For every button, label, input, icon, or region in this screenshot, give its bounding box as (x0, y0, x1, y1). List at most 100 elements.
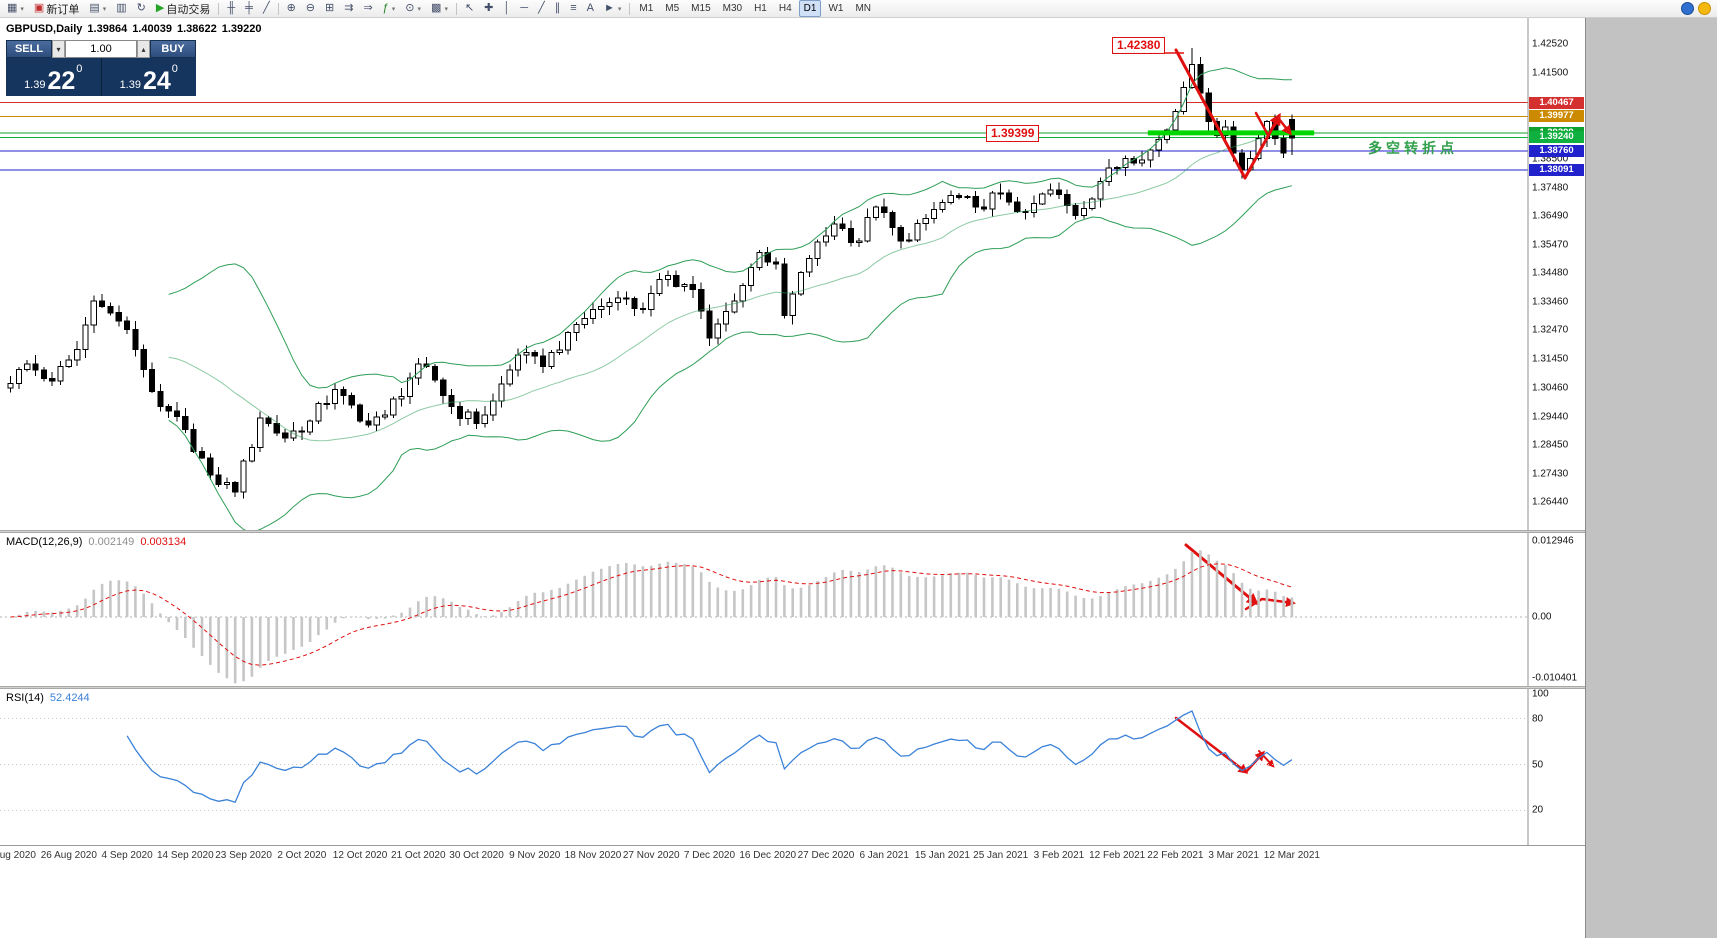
horizontal-line-icon[interactable]: ─ (516, 0, 532, 17)
volume-increase-button[interactable]: ▴ (137, 40, 150, 58)
macd-label: MACD(12,26,9) 0.002149 0.003134 (6, 536, 192, 548)
new-chart-icon[interactable]: ▦ ▾ (3, 0, 28, 17)
autotrading-button-label: 自动交易 (166, 3, 211, 16)
templates-icon: ▩ (431, 2, 442, 14)
date-label: 6 Jan 2021 (859, 850, 909, 861)
buy-button[interactable]: BUY (150, 40, 196, 58)
toolbar-separator (455, 2, 457, 15)
rsi-axis-label: 80 (1532, 713, 1544, 725)
new-chart-icon: ▦ (7, 2, 18, 14)
ask-price[interactable]: 1.39 24 0 (102, 58, 197, 96)
price-axis-label: 1.42520 (1532, 38, 1569, 50)
market-watch-icon: ▥ (116, 2, 127, 14)
profiles-icon[interactable]: ▤ ▾ (85, 0, 110, 17)
pane-separator-macd[interactable] (0, 530, 1585, 533)
price-axis-label: 1.28450 (1532, 439, 1569, 451)
ask-pips: 24 (142, 67, 171, 95)
candlestick-chart-icon[interactable]: ╪ (241, 0, 257, 17)
tf-h4[interactable]: H4 (778, 3, 792, 14)
level-price-flag[interactable]: 1.39399 (986, 125, 1040, 142)
date-label: 3 Feb 2021 (1033, 850, 1085, 861)
zoom-out-icon[interactable]: ⊖ (302, 0, 319, 17)
toolbar: ▦ ▾ ▣ 新订单 ▤ ▾ ▥ ↻ ▶ 自动交易 ╫ ╪ ╱ ⊕ ⊖ ⊞ ⇉ ⇒ ƒ ▾ ⊙ ▾ ▩ ▾ ↖ ✚ │ ─ ╱ ∥ ≡ A ► ▾ M… (0, 0, 1717, 18)
macd-main-value: 0.002149 (88, 536, 135, 548)
date-label: 7 Dec 2020 (683, 850, 736, 861)
macd-name: MACD(12,26,9) (6, 536, 83, 548)
periods-icon[interactable]: ⊙ ▾ (401, 0, 425, 17)
tile-windows-icon[interactable]: ⊞ (321, 0, 338, 17)
one-click-trading-panel: SELL ▾ 1.00 ▴ BUY 1.39 22 0 1.39 24 0 (6, 40, 196, 96)
new-order-button[interactable]: ▣ 新订单 (30, 0, 83, 17)
price-axis-label: 1.35470 (1532, 239, 1569, 251)
price-axis-label: 1.32470 (1532, 324, 1569, 336)
channel-icon[interactable]: ∥ (551, 0, 565, 17)
arrows-tool-icon[interactable]: ► ▾ (600, 0, 625, 17)
tf-m15[interactable]: M15 (691, 3, 711, 14)
chart-shift-icon: ⇒ (363, 2, 373, 14)
rsi-label: RSI(14) 52.4244 (6, 692, 96, 704)
date-label: 9 Nov 2020 (509, 850, 561, 861)
fibonacci-icon[interactable]: ≡ (566, 0, 580, 17)
date-label: 25 Jan 2021 (973, 850, 1029, 861)
templates-icon[interactable]: ▩ ▾ (427, 0, 452, 17)
alerts-icon[interactable] (1698, 2, 1711, 15)
caret-down-icon: ▾ (417, 5, 422, 13)
sell-button[interactable]: SELL (6, 40, 52, 58)
bar-chart-icon[interactable]: ╫ (223, 0, 239, 17)
tf-m5[interactable]: M5 (665, 3, 680, 14)
date-label: 12 Mar 2021 (1263, 850, 1320, 861)
indicators-icon[interactable]: ƒ ▾ (379, 0, 400, 17)
macd-axis-label: 0.00 (1532, 611, 1552, 623)
tf-m1[interactable]: M1 (639, 3, 654, 14)
price-axis-label: 1.36490 (1532, 210, 1569, 222)
date-label: 27 Dec 2020 (797, 850, 855, 861)
rsi-name: RSI(14) (6, 692, 44, 704)
volume-input[interactable]: 1.00 (65, 40, 137, 58)
tf-h1[interactable]: H1 (754, 3, 767, 14)
chart-window[interactable]: GBPUSD,Daily 1.39864 1.40039 1.38622 1.39220… (0, 18, 1585, 938)
tf-w1[interactable]: W1 (828, 3, 844, 14)
price-axis-label: 1.33460 (1532, 296, 1569, 308)
date-label: 14 Sep 2020 (156, 850, 214, 861)
community-icon[interactable] (1681, 2, 1694, 15)
crosshair-icon[interactable]: ✚ (480, 0, 497, 17)
caret-down-icon: ▾ (617, 5, 622, 13)
vertical-line-icon: │ (503, 2, 511, 14)
ohlc-high: 1.40039 (132, 23, 172, 35)
cursor-icon[interactable]: ↖ (461, 0, 478, 17)
toolbar-right (1681, 2, 1717, 15)
trendline-icon[interactable]: ╱ (534, 0, 549, 17)
price-axis-label: 1.41500 (1532, 67, 1569, 79)
peak-price-flag[interactable]: 1.42380 (1112, 37, 1166, 54)
price-axis-label: 1.38500 (1532, 153, 1569, 165)
auto-scroll-icon[interactable]: ⇉ (340, 0, 357, 17)
chart-canvas[interactable] (0, 18, 1585, 938)
text-label-icon[interactable]: A (583, 0, 598, 17)
price-tag: 1.39240 (1529, 131, 1584, 144)
caret-down-icon: ▾ (20, 5, 24, 13)
zoom-in-icon[interactable]: ⊕ (283, 0, 300, 17)
market-watch-icon[interactable]: ▥ (112, 0, 130, 17)
price-axis-label: 1.29440 (1532, 411, 1569, 423)
tf-m30[interactable]: M30 (722, 3, 743, 14)
date-label: 18 Nov 2020 (564, 850, 622, 861)
tf-mn[interactable]: MN (855, 3, 872, 14)
trendline-icon: ╱ (538, 2, 545, 14)
date-label: 27 Nov 2020 (622, 850, 680, 861)
vertical-line-icon[interactable]: │ (499, 0, 514, 17)
refresh-icon[interactable]: ↻ (133, 0, 150, 17)
bid-price[interactable]: 1.39 22 0 (6, 58, 102, 96)
chart-shift-icon[interactable]: ⇒ (359, 0, 376, 17)
tf-d1[interactable]: D1 (798, 0, 822, 17)
autotrading-button[interactable]: ▶ 自动交易 (152, 0, 214, 17)
crosshair-icon: ✚ (484, 2, 494, 14)
toolbar-separator (218, 2, 220, 15)
line-chart-icon[interactable]: ╱ (259, 0, 274, 17)
pane-separator-rsi[interactable] (0, 686, 1585, 689)
macd-signal-value: 0.003134 (140, 536, 187, 548)
caret-down-icon: ▾ (391, 5, 396, 13)
volume-decrease-button[interactable]: ▾ (52, 40, 65, 58)
chinese-annotation: 多空转折点 (1368, 140, 1458, 156)
symbol-period-label: GBPUSD,Daily (6, 23, 83, 35)
